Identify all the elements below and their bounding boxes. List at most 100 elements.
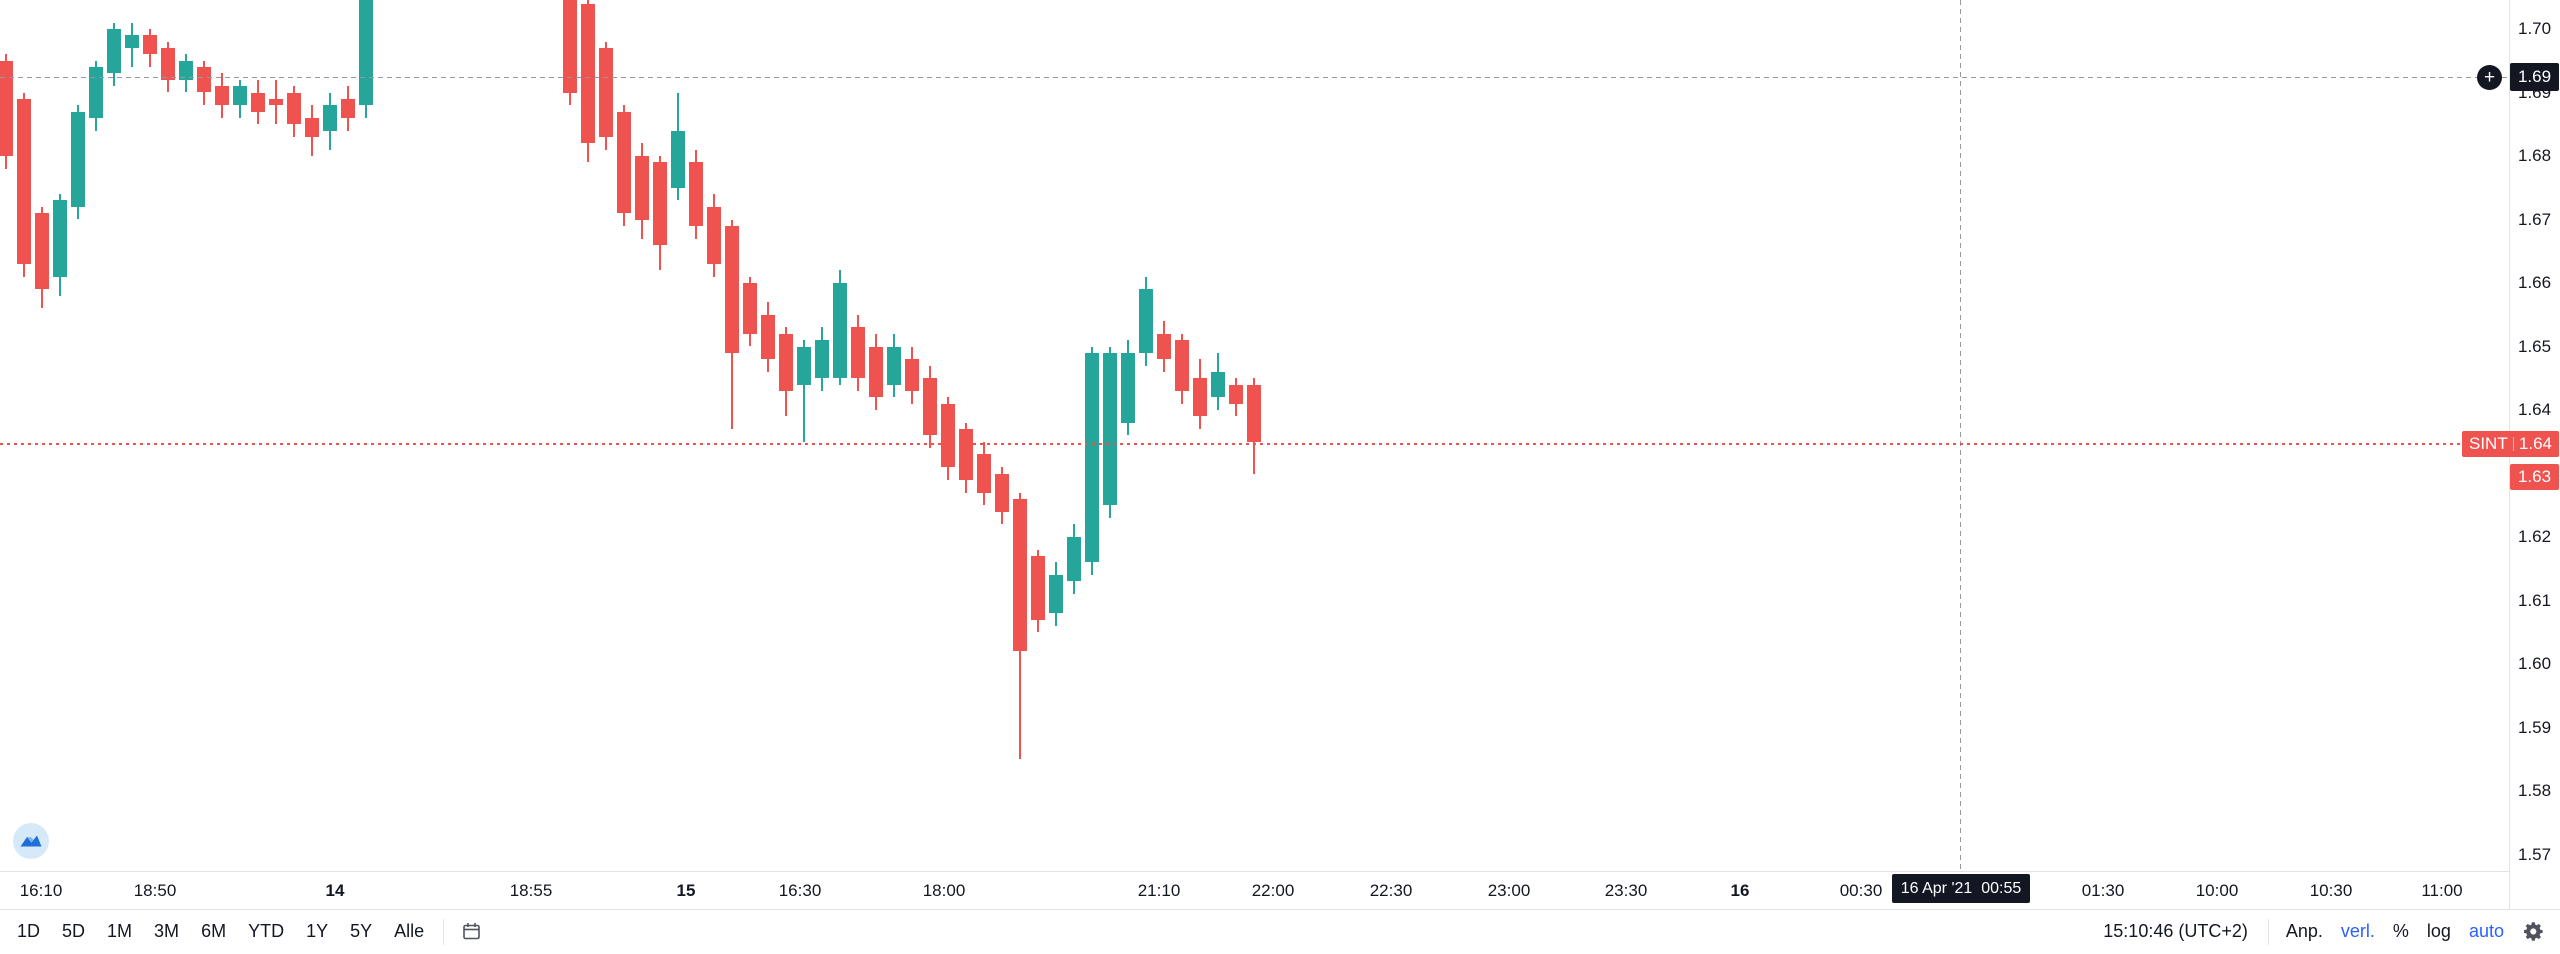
candle-body [179,60,193,80]
last-price-badge: 1.63 [2510,463,2559,490]
candle-body [1121,352,1135,423]
log-scale-toggle[interactable]: log [2426,921,2451,941]
range-button-ytd[interactable]: YTD [248,921,285,941]
candle-body [0,60,13,156]
badge-divider [2512,437,2514,452]
range-button-3m[interactable]: 3M [154,921,180,941]
crosshair-hline [0,77,2509,78]
range-button-6m[interactable]: 6M [201,921,227,941]
price-tick-label: 1.67 [2518,209,2552,229]
candle-body [341,98,355,118]
time-tick-label: 21:10 [1137,881,1181,900]
time-tick-label: 22:00 [1251,881,1295,900]
candle-body [851,327,865,379]
candle-body [17,98,31,264]
candle-body [797,346,811,385]
price-line [0,443,2509,446]
candle-body [1013,498,1027,652]
candle-body [125,35,139,49]
add-alert-button[interactable]: + [2477,65,2502,90]
time-tick-label: 18:50 [133,881,177,900]
candle-body [89,67,103,118]
candle-body [905,359,919,391]
extended-hours-toggle[interactable]: verl. [2340,921,2375,941]
candle-body [581,3,595,144]
candle-body [995,473,1009,512]
candle-body [107,29,121,74]
time-tick-label: 18:55 [509,881,553,900]
candle-body [959,429,973,480]
bottom-toolbar: 1D 5D 1M 3M 6M YTD 1Y 5Y Alle 15:10:46 (… [0,909,2560,953]
time-tick-label: 18:00 [922,881,966,900]
go-to-date-button[interactable] [452,921,491,942]
symbol-price-badge: SINT 1.64 [2462,431,2559,458]
price-tick-label: 1.65 [2518,336,2552,356]
settings-button[interactable] [2513,920,2554,943]
time-tick-label: 23:30 [1604,881,1648,900]
time-axis[interactable]: 16:10 18:50 14 18:55 15 16:30 18:00 21:10 22:00 2… [0,871,2509,910]
candle-body [707,206,721,264]
percent-scale-toggle[interactable]: % [2392,921,2409,941]
time-tick-label: 10:30 [2309,881,2353,900]
price-tick-label: 1.66 [2518,273,2552,292]
symbol-label: SINT [2469,434,2508,454]
time-tick-label: 16:30 [778,881,822,900]
time-tick-label: 16 [1730,881,1750,900]
candle-body [323,105,337,131]
range-button-1d[interactable]: 1D [17,921,41,941]
candle-body [617,111,631,214]
auto-scale-toggle[interactable]: auto [2468,921,2504,941]
price-tick-label: 1.61 [2518,590,2552,610]
candle-body [563,0,577,93]
time-tick-label: 10:00 [2195,881,2239,900]
candle-body [35,213,49,290]
candle-body [635,156,649,220]
price-tick-label: 1.58 [2518,781,2552,800]
candle-body [233,86,247,106]
price-tick-label: 1.68 [2518,146,2552,165]
range-buttons-group: 1D 5D 1M 3M 6M YTD 1Y 5Y Alle [0,918,491,945]
candle-body [1247,384,1261,442]
candle-body [815,340,829,379]
price-tick-label: 1.64 [2518,400,2552,419]
candle-body [1229,384,1243,404]
candle-body [1211,371,1225,398]
time-tick-label: 11:00 [2421,881,2463,900]
candle-body [71,111,85,207]
chart-pane[interactable] [0,0,2509,871]
tradingview-logo[interactable] [12,822,50,860]
toolbar-divider [2267,918,2269,945]
candle-body [161,48,175,80]
range-button-1m[interactable]: 1M [107,921,133,941]
add-alert-plus-icon: + [2483,67,2496,88]
price-tick-label: 1.60 [2518,654,2552,673]
crosshair-vline [1960,0,1961,871]
candle-body [977,454,991,493]
time-tick-label: 23:00 [1487,881,1531,900]
range-button-5d[interactable]: 5D [62,921,86,941]
candle-body [923,378,937,436]
candle-body [779,333,793,391]
range-button-all[interactable]: Alle [394,921,425,941]
toolbar-divider [443,918,445,945]
candle-body [1157,333,1171,360]
candle-body [269,98,283,106]
price-tick-label: 1.62 [2518,527,2552,546]
candle-body [725,225,739,353]
clock[interactable]: 15:10:46 (UTC+2) [2103,921,2248,941]
crosshair-time-badge: 16 Apr '21 00:55 [1892,874,2030,903]
candle-body [215,86,229,106]
adjust-toggle[interactable]: Anp. [2285,921,2323,941]
go-to-date-icon [463,923,480,940]
candle-body [143,35,157,55]
candle-body [359,0,373,106]
range-button-1y[interactable]: 1Y [306,921,329,941]
price-tick-label: 1.59 [2518,717,2552,737]
candle-body [1103,352,1117,506]
candle-body [1085,352,1099,563]
range-button-5y[interactable]: 5Y [350,921,373,941]
candle-body [599,48,613,137]
candle-body [1049,575,1063,614]
price-tick-label: 1.57 [2518,844,2552,864]
candle-body [869,346,883,398]
